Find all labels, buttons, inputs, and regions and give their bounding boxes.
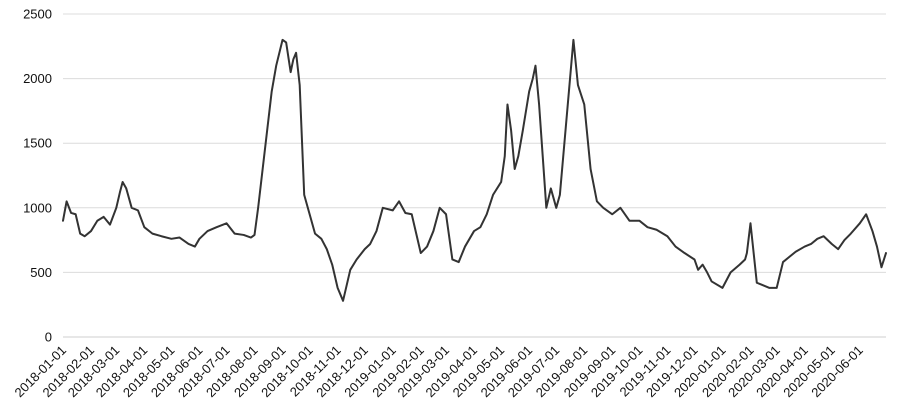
x-axis-ticks: 2018-01-012018-02-012018-03-012018-04-01…: [11, 343, 865, 401]
y-axis-ticks: 0 500 1000 1500 2000 2500: [23, 7, 52, 345]
series-line: [62, 38, 887, 302]
y-tick-label: 500: [30, 265, 52, 280]
y-tick-label: 0: [45, 330, 52, 345]
y-tick-label: 2500: [23, 7, 52, 22]
series-layer: [62, 38, 887, 302]
y-tick-label: 1500: [23, 136, 52, 151]
grid-lines: [63, 13, 886, 273]
y-tick-label: 2000: [23, 71, 52, 86]
y-tick-label: 1000: [23, 200, 52, 215]
